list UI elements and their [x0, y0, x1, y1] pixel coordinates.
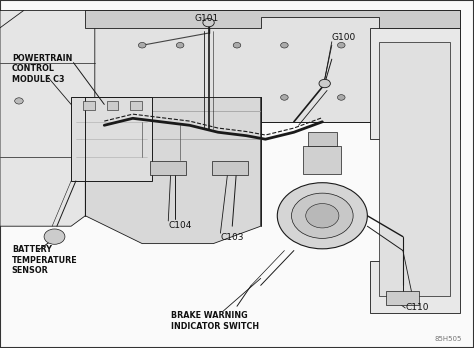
Circle shape: [292, 193, 353, 238]
Text: BRAKE WARNING
INDICATOR SWITCH: BRAKE WARNING INDICATOR SWITCH: [171, 311, 259, 331]
Circle shape: [233, 42, 241, 48]
Text: G100: G100: [332, 33, 356, 42]
Text: C103: C103: [220, 233, 244, 242]
Polygon shape: [85, 97, 261, 244]
Polygon shape: [303, 146, 341, 174]
FancyBboxPatch shape: [212, 161, 248, 175]
Text: 85H505: 85H505: [435, 336, 462, 342]
Polygon shape: [0, 10, 95, 226]
Circle shape: [44, 229, 65, 244]
FancyBboxPatch shape: [107, 101, 118, 110]
Circle shape: [203, 18, 214, 27]
Circle shape: [15, 98, 23, 104]
Circle shape: [281, 42, 288, 48]
FancyBboxPatch shape: [83, 101, 95, 110]
Circle shape: [281, 95, 288, 100]
Text: POWERTRAIN
CONTROL
MODULE C3: POWERTRAIN CONTROL MODULE C3: [12, 54, 72, 84]
Text: G101: G101: [194, 14, 219, 23]
Polygon shape: [85, 10, 460, 139]
Polygon shape: [308, 132, 337, 146]
Circle shape: [306, 204, 339, 228]
FancyBboxPatch shape: [150, 161, 186, 175]
Polygon shape: [370, 28, 460, 313]
Circle shape: [337, 42, 345, 48]
Polygon shape: [85, 10, 460, 28]
Text: BATTERY
TEMPERATURE
SENSOR: BATTERY TEMPERATURE SENSOR: [12, 245, 77, 275]
Text: C104: C104: [168, 221, 191, 230]
Circle shape: [176, 42, 184, 48]
Circle shape: [319, 79, 330, 88]
Circle shape: [337, 95, 345, 100]
Circle shape: [277, 183, 367, 249]
FancyBboxPatch shape: [130, 101, 142, 110]
Text: C110: C110: [405, 303, 429, 313]
Polygon shape: [379, 42, 450, 296]
Circle shape: [138, 42, 146, 48]
Polygon shape: [71, 97, 152, 181]
FancyBboxPatch shape: [386, 291, 419, 304]
